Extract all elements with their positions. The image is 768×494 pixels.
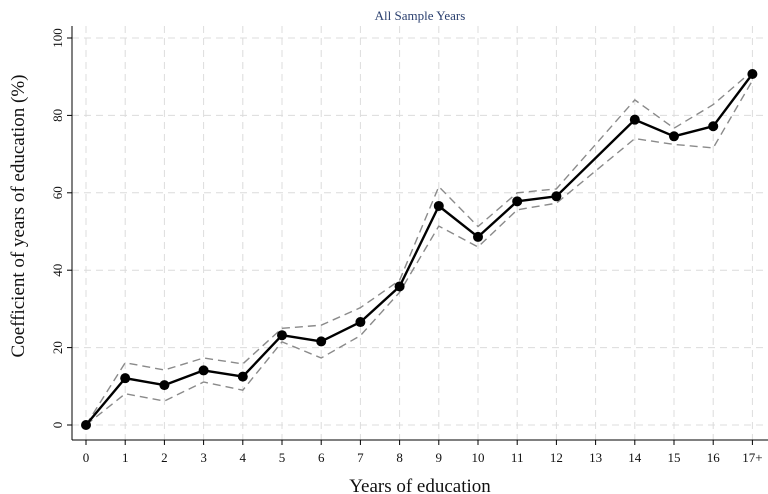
grid bbox=[72, 26, 768, 440]
y-tick-label: 60 bbox=[50, 186, 65, 199]
data-point bbox=[629, 114, 640, 125]
x-tick-label: 7 bbox=[357, 450, 364, 465]
x-tick-label: 6 bbox=[318, 450, 325, 465]
y-tick-label: 100 bbox=[50, 28, 65, 48]
data-point bbox=[120, 373, 131, 384]
upper-ci-line bbox=[85, 70, 753, 426]
x-tick-label: 13 bbox=[589, 450, 602, 465]
x-tick-label: 1 bbox=[122, 450, 129, 465]
y-tick-label: 20 bbox=[50, 341, 65, 354]
data-point bbox=[316, 336, 327, 347]
x-tick-label: 8 bbox=[396, 450, 403, 465]
data-point bbox=[747, 68, 758, 79]
x-tick-label: 2 bbox=[161, 450, 168, 465]
y-tick-label: 0 bbox=[50, 422, 65, 429]
x-tick-label: 9 bbox=[436, 450, 443, 465]
x-tick-label: 5 bbox=[279, 450, 286, 465]
y-tick-label: 80 bbox=[50, 109, 65, 122]
data-point bbox=[433, 200, 444, 211]
x-tick-label: 17+ bbox=[742, 450, 762, 465]
data-point bbox=[512, 196, 523, 207]
lower-ci-line bbox=[85, 80, 754, 426]
data-point bbox=[669, 131, 679, 142]
confidence-bands bbox=[85, 70, 754, 426]
data-point bbox=[473, 231, 483, 242]
data-point bbox=[277, 330, 287, 341]
y-tick-label: 40 bbox=[50, 264, 65, 277]
data-point bbox=[237, 371, 248, 382]
data-point bbox=[159, 380, 170, 391]
x-tick-label: 3 bbox=[200, 450, 207, 465]
data-point bbox=[81, 420, 91, 430]
x-tick-label: 15 bbox=[668, 450, 681, 465]
x-tick-label: 4 bbox=[240, 450, 247, 465]
data-point bbox=[355, 317, 366, 328]
y-axis-label: Coefficient of years of education (%) bbox=[8, 75, 29, 358]
x-tick-label: 12 bbox=[550, 450, 563, 465]
x-tick-label: 14 bbox=[628, 450, 642, 465]
x-tick-label: 16 bbox=[707, 450, 721, 465]
data-points bbox=[81, 68, 758, 430]
x-tick-label: 10 bbox=[472, 450, 485, 465]
chart-title: All Sample Years bbox=[375, 8, 466, 23]
data-point bbox=[551, 191, 562, 202]
x-tick-label: 0 bbox=[83, 450, 90, 465]
x-axis-label: Years of education bbox=[349, 476, 491, 494]
data-point bbox=[394, 281, 405, 292]
x-tick-label: 11 bbox=[511, 450, 524, 465]
plot-area bbox=[72, 26, 768, 440]
data-point bbox=[198, 365, 209, 376]
data-point bbox=[708, 121, 719, 132]
